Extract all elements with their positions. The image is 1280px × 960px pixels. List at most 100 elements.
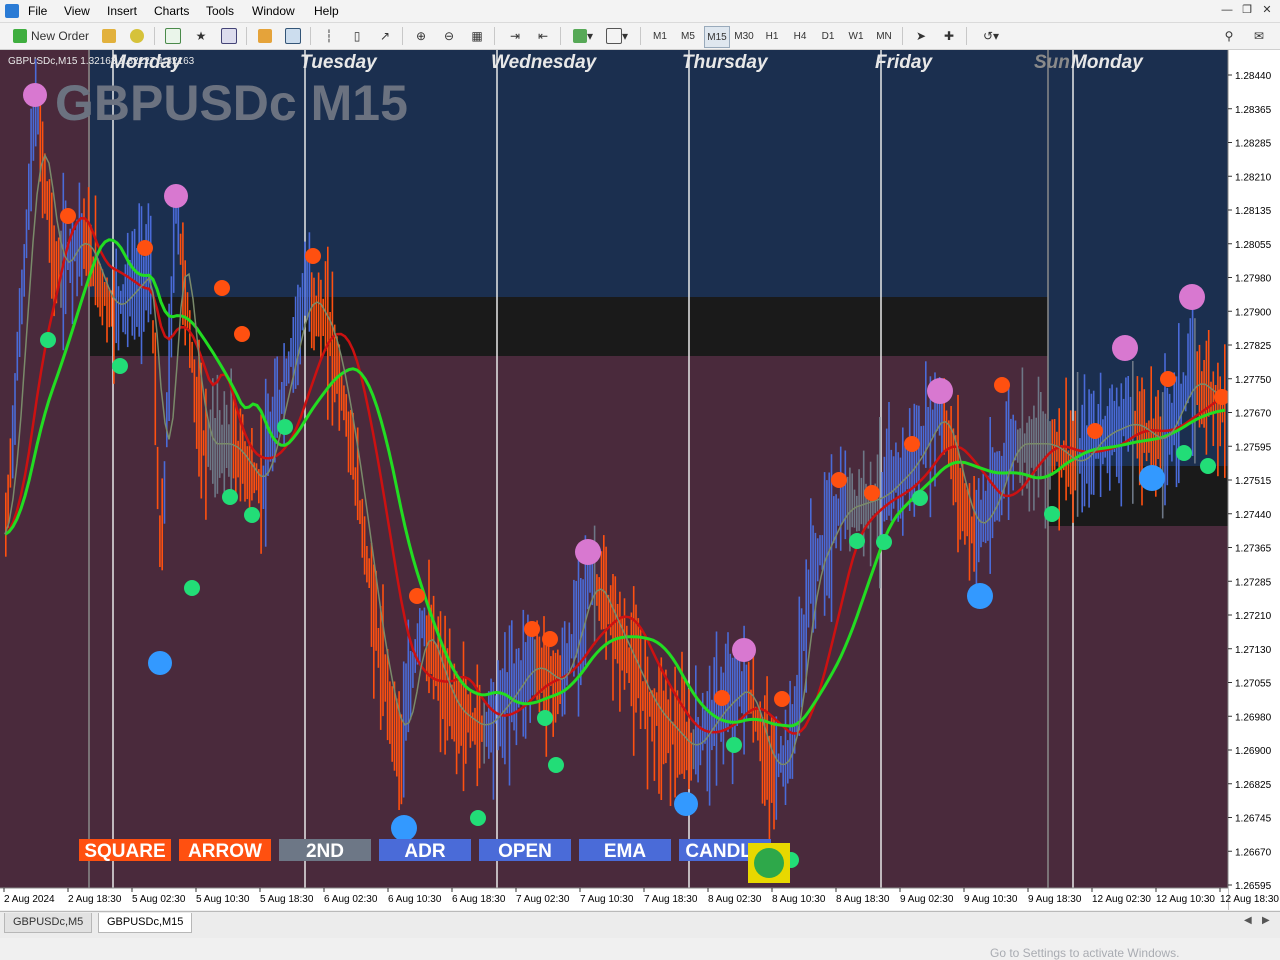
indicators-icon[interactable]: ▾ (568, 26, 598, 46)
timeframe-mn[interactable]: MN (876, 30, 892, 42)
price-bar (147, 203, 150, 323)
price-tick-label: 1.28210 (1235, 172, 1272, 183)
price-bar (1196, 351, 1198, 405)
price-bar (1157, 390, 1159, 459)
price-bar (343, 385, 345, 421)
timeframe-w1[interactable]: W1 (848, 30, 864, 42)
indicator-button-label[interactable]: SQUARE (84, 841, 165, 862)
timeframe-m30[interactable]: M30 (734, 30, 754, 42)
indicator-button-label[interactable]: CANDLE (685, 841, 764, 862)
zoom-in-icon[interactable]: ⊕ (415, 29, 427, 43)
indicator-button-bg[interactable] (579, 839, 671, 861)
price-bar (653, 688, 656, 781)
indicator-button-bg[interactable] (479, 839, 571, 861)
price-bar (1122, 398, 1125, 437)
price-bar (821, 535, 824, 570)
menu-charts[interactable]: Charts (154, 4, 190, 18)
price-bar (90, 224, 92, 287)
menu-view[interactable]: View (64, 4, 90, 18)
chart-shift-icon[interactable]: ⇤ (537, 29, 549, 43)
menu-file[interactable]: File (28, 4, 48, 18)
favorites-icon[interactable]: ★ (195, 29, 207, 43)
tile-windows-icon[interactable]: ▦ (471, 29, 483, 43)
indicator-button-bg[interactable] (379, 839, 471, 861)
crosshair-icon[interactable]: ✚ (943, 29, 955, 43)
minimize-icon[interactable]: — (1221, 4, 1233, 16)
market-watch-icon[interactable] (98, 26, 120, 46)
timeframe-m15[interactable]: M15 (704, 26, 730, 48)
price-bar (1044, 413, 1047, 529)
autoscroll-icon[interactable]: ⇥ (509, 29, 521, 43)
candlestick-icon[interactable]: ▯ (353, 29, 361, 43)
indicator-button-label[interactable]: EMA (604, 841, 647, 862)
indicator-button-label[interactable]: ARROW (188, 841, 262, 862)
indicator-button-bg[interactable] (279, 839, 371, 861)
indicator-button-2nd[interactable]: 2ND (279, 839, 371, 862)
cursor-icon[interactable]: ➤ (915, 29, 927, 43)
indicator-button-bg[interactable] (179, 839, 271, 861)
scroll-right-icon[interactable]: ▶ (1262, 915, 1270, 926)
indicator-button-arrow[interactable]: ARROW (179, 839, 271, 862)
timeframe-h4[interactable]: H4 (793, 30, 807, 42)
indicator-button-adr[interactable]: ADR (379, 839, 471, 862)
tab-gbpusdc-m15[interactable]: GBPUSDc,M15 (98, 913, 193, 933)
price-bar (692, 729, 695, 770)
zone-lower-2 (1048, 526, 1228, 888)
price-chart[interactable]: Monday Tuesday Wednesday Thursday Friday Sun M… (0, 50, 1280, 910)
menu-insert[interactable]: Insert (107, 4, 138, 18)
close-icon[interactable]: ✕ (1262, 4, 1272, 16)
price-bar (1168, 393, 1171, 455)
indicator-button-bg[interactable] (79, 839, 171, 861)
price-bar (67, 242, 69, 270)
indicator-button-label[interactable]: OPEN (498, 841, 552, 862)
tab-gbpusdc-m5[interactable]: GBPUSDc,M5 (4, 913, 93, 933)
menu-tools[interactable]: Tools (206, 4, 235, 18)
strategy-tester-icon[interactable] (254, 26, 276, 46)
timeframe-d1[interactable]: D1 (821, 30, 835, 42)
timeframe-m5[interactable]: M5 (681, 30, 695, 42)
chat-icon[interactable]: ✉ (1253, 29, 1265, 43)
signal-dot (1160, 371, 1176, 387)
autotrading-icon[interactable] (126, 26, 148, 46)
time-tick-label: 2 Aug 18:30 (68, 894, 122, 905)
fullscreen-icon[interactable] (282, 26, 304, 46)
price-bar (945, 410, 948, 450)
indicator-button-open[interactable]: OPEN (479, 839, 571, 862)
bar-chart-icon[interactable]: ┆ (325, 29, 333, 43)
day-label: Friday (875, 52, 933, 73)
indicator-button-label[interactable]: 2ND (306, 841, 344, 862)
menu-help[interactable]: Help (314, 4, 339, 18)
price-bar (589, 549, 591, 593)
price-bar (973, 476, 975, 572)
indicator-button-square[interactable]: SQUARE (79, 839, 171, 862)
price-bar (798, 596, 801, 736)
indicator-button-label[interactable]: ADR (404, 841, 445, 862)
time-tick-label: 9 Aug 18:30 (1028, 894, 1082, 905)
menu-window[interactable]: Window (252, 4, 295, 18)
price-bar (340, 374, 343, 411)
price-bar (520, 660, 522, 704)
restore-icon[interactable]: ❐ (1242, 4, 1252, 16)
timeframe-m1[interactable]: M1 (653, 30, 667, 42)
objects-icon[interactable]: ↺▾ (982, 29, 1000, 43)
navigator-icon[interactable] (218, 26, 240, 46)
templates-icon[interactable]: ▾ (602, 26, 632, 46)
price-bar (596, 574, 598, 606)
price-bar (575, 580, 577, 658)
indicator-button-ema[interactable]: EMA (579, 839, 671, 862)
search-icon[interactable]: ⚲ (1224, 29, 1234, 43)
line-chart-icon[interactable]: ↗ (379, 29, 391, 43)
zoom-out-icon[interactable]: ⊖ (443, 29, 455, 43)
price-bar (734, 648, 736, 749)
price-bar (315, 295, 318, 337)
chart-window[interactable]: Monday Tuesday Wednesday Thursday Friday Sun M… (0, 50, 1280, 960)
price-bar (757, 708, 759, 741)
timeframe-h1[interactable]: H1 (765, 30, 779, 42)
price-bar (957, 394, 959, 553)
price-bar (504, 632, 506, 765)
new-chart-icon[interactable] (162, 26, 184, 46)
scroll-left-icon[interactable]: ◀ (1244, 915, 1252, 926)
price-bar (911, 450, 913, 503)
new-order-button[interactable]: New Order (10, 26, 92, 46)
price-bar (322, 298, 324, 336)
